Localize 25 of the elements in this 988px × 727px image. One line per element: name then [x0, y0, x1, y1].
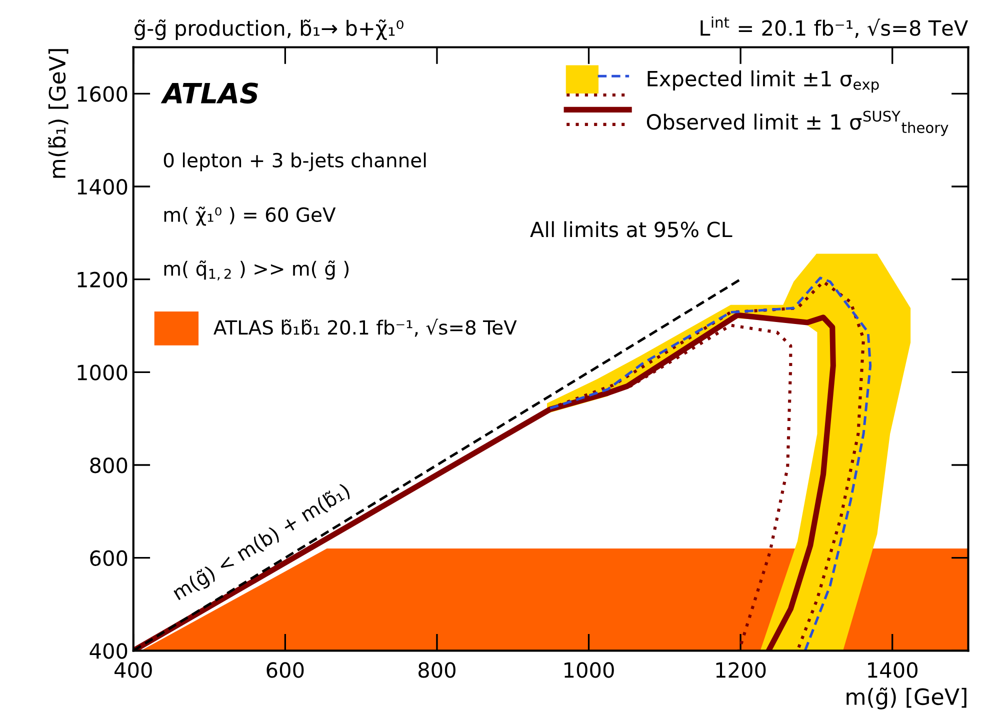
y-tick-label: 600: [90, 550, 128, 566]
chart-subtitle: L$^{int}$ = 20.1 fb⁻¹, √s=8 TeV: [700, 16, 968, 38]
x-tick-label: 1400: [868, 662, 918, 678]
y-tick-label: 800: [90, 457, 128, 474]
legend-label: Expected limit ±1 σ$_{exp}$: [648, 70, 879, 93]
x-tick-label: 400: [114, 662, 152, 678]
y-tick-label: 1600: [78, 86, 128, 102]
y-tick-label: 1400: [78, 178, 128, 195]
x-tick-label: 1200: [716, 662, 766, 678]
y-tick-label: 400: [90, 643, 128, 659]
annotation: ATLAS: [160, 82, 258, 104]
annotation: All limits at 95% CL: [530, 221, 732, 238]
x-tick-label: 800: [418, 662, 456, 678]
x-axis-title: m(g̃) [GeV]: [846, 687, 966, 710]
y-tick-label: 1000: [78, 364, 128, 380]
y-axis-title: m(b̃₁) [GeV]: [48, 49, 68, 178]
x-tick-label: 600: [266, 662, 304, 678]
annotation: m( χ̃₁⁰ ) = 60 GeV: [164, 206, 336, 226]
legend-label: Observed limit ± 1 σ$^{SUSY}$$_{theory}$: [646, 110, 948, 136]
legend-label: ATLAS b̃₁b̃₁ 20.1 fb⁻¹, √s=8 TeV: [214, 318, 517, 337]
x-tick-label: 1000: [564, 662, 614, 678]
y-tick-label: 1200: [78, 272, 128, 288]
annotation: m( q̃$_{1,2}$ ) >> m( g̃ ): [164, 260, 349, 280]
annotation: 0 lepton + 3 b-jets channel: [164, 152, 426, 172]
chart-title: g̃-g̃ production, b̃₁→ b+χ̃₁⁰: [134, 19, 404, 40]
